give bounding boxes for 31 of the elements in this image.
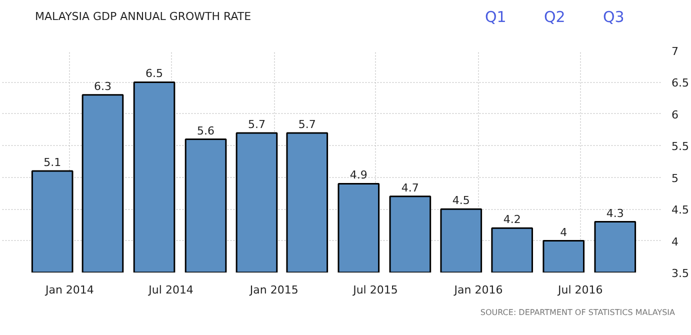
x-tick-label: Jan 2016 — [453, 284, 503, 296]
data-label: 5.6 — [197, 124, 215, 138]
x-tick-label: Jul 2015 — [352, 284, 398, 296]
x-tick-label: Jan 2014 — [44, 284, 94, 296]
data-label: 6.5 — [146, 67, 164, 80]
data-label: 4.3 — [606, 206, 624, 220]
y-tick-label: 4.5 — [672, 204, 689, 217]
text: Q1 — [485, 7, 506, 28]
x-tick-label: Jul 2016 — [557, 284, 603, 296]
y-tick-label: 3.5 — [672, 267, 689, 280]
text: Q3 — [603, 7, 624, 28]
y-tick-label: 7 — [672, 45, 678, 58]
y-tick-label: 5.5 — [672, 140, 689, 154]
x-tick-label: Jul 2014 — [148, 284, 194, 296]
data-label: 4 — [560, 226, 568, 239]
y-tick-label: 4 — [672, 235, 678, 248]
data-label: 4.5 — [452, 194, 470, 208]
x-tick-label: Jan 2015 — [248, 284, 298, 296]
source-note: SOURCE: DEPARTMENT OF STATISTICS MALAYSIA — [480, 307, 675, 318]
data-label: 4.7 — [401, 181, 419, 194]
y-tick-label: 6.5 — [672, 76, 689, 90]
data-label: 5.7 — [298, 118, 316, 131]
data-label: 6.3 — [94, 80, 112, 93]
data-label: 5.7 — [248, 118, 266, 131]
y-tick-label: 5 — [672, 172, 678, 185]
data-label: 4.2 — [503, 213, 521, 226]
data-label: 4.9 — [350, 168, 368, 182]
data-label: 5.1 — [44, 156, 62, 170]
y-tick-label: 6 — [672, 108, 678, 122]
text: Q2 — [544, 7, 566, 28]
chart-title: MALAYSIA GDP ANNUAL GROWTH RATE — [35, 9, 252, 25]
